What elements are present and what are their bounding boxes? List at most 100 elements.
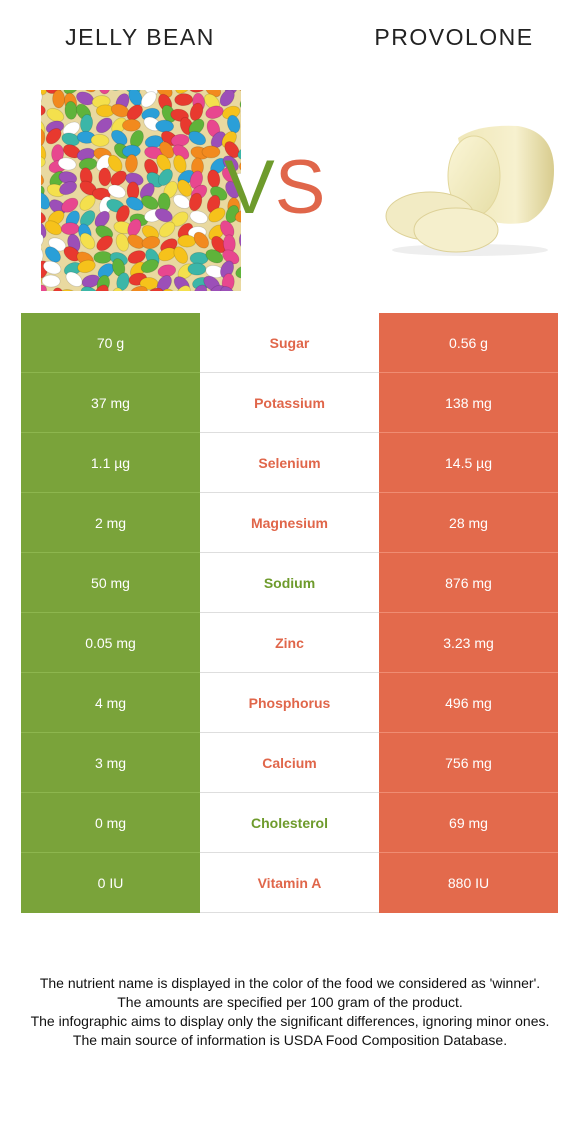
jelly-bean xyxy=(189,170,204,189)
jelly-bean xyxy=(220,286,236,291)
vs-s: S xyxy=(274,145,326,230)
jelly-bean xyxy=(94,210,110,228)
jelly-bean xyxy=(129,285,148,291)
jelly-bean-value: 3 mg xyxy=(21,733,200,793)
provolone-image xyxy=(378,118,558,258)
jelly-bean xyxy=(65,271,83,287)
jelly-bean xyxy=(205,105,224,119)
table-row: 0.05 mg Zinc 3.23 mg xyxy=(21,613,558,673)
jelly-bean xyxy=(238,157,241,172)
jelly-bean xyxy=(220,260,235,279)
jelly-bean xyxy=(157,168,173,186)
jelly-bean xyxy=(125,154,138,173)
jelly-bean-image xyxy=(41,90,241,291)
jelly-bean xyxy=(239,94,241,110)
jelly-bean xyxy=(240,283,241,291)
jelly-bean xyxy=(107,154,123,173)
jelly-bean xyxy=(188,130,207,146)
nutrient-name: Phosphorus xyxy=(200,673,379,733)
jelly-bean xyxy=(111,129,128,146)
jelly-bean xyxy=(41,155,46,169)
jelly-bean xyxy=(187,262,207,276)
jelly-bean xyxy=(52,90,66,109)
jelly-bean xyxy=(141,235,161,249)
jelly-bean xyxy=(175,90,192,94)
jelly-bean-value: 0.05 mg xyxy=(21,613,200,673)
jelly-bean xyxy=(57,157,77,171)
jelly-bean xyxy=(158,221,176,238)
jelly-bean xyxy=(61,197,79,213)
jelly-bean xyxy=(77,259,96,274)
provolone-value: 880 IU xyxy=(379,853,558,913)
jelly-bean xyxy=(41,128,46,147)
jelly-bean xyxy=(110,170,127,187)
jelly-bean xyxy=(224,141,240,159)
jelly-bean xyxy=(79,194,96,211)
nutrient-name: Cholesterol xyxy=(200,793,379,853)
jelly-bean xyxy=(140,259,159,274)
jelly-bean xyxy=(188,90,208,93)
jelly-bean xyxy=(189,210,208,224)
jelly-bean xyxy=(175,285,191,291)
jelly-bean xyxy=(59,181,78,196)
jelly-bean xyxy=(41,221,47,239)
jelly-bean xyxy=(41,274,61,288)
comparison-table: 70 g Sugar 0.56 g 37 mg Potassium 138 mg 1.1 µ… xyxy=(21,313,558,913)
footnote: The nutrient name is displayed in the co… xyxy=(10,974,570,1050)
table-row: 4 mg Phosphorus 496 mg xyxy=(21,673,558,733)
jelly-bean xyxy=(60,222,80,236)
jelly-bean xyxy=(177,234,197,248)
nutrient-name: Sodium xyxy=(200,553,379,613)
jelly-bean xyxy=(188,192,203,212)
jelly-bean-value: 1.1 µg xyxy=(21,433,200,493)
jelly-bean xyxy=(41,233,44,251)
jelly-bean xyxy=(41,170,45,186)
provolone-value: 756 mg xyxy=(379,733,558,793)
jelly-bean-value: 37 mg xyxy=(21,373,200,433)
jelly-bean xyxy=(156,90,173,98)
jelly-bean xyxy=(192,284,208,291)
jelly-bean xyxy=(58,289,78,291)
jelly-bean xyxy=(80,286,99,291)
nutrient-name: Potassium xyxy=(200,373,379,433)
jelly-bean-value: 2 mg xyxy=(21,493,200,553)
vs-label: VS xyxy=(224,138,354,238)
jelly-bean xyxy=(80,90,97,93)
jelly-bean xyxy=(41,103,46,117)
jelly-bean xyxy=(95,225,114,240)
provolone-value: 69 mg xyxy=(379,793,558,853)
jelly-bean xyxy=(208,207,226,223)
jelly-bean-value: 4 mg xyxy=(21,673,200,733)
jelly-bean xyxy=(44,220,63,236)
jelly-bean xyxy=(107,184,126,199)
table-row: 2 mg Magnesium 28 mg xyxy=(21,493,558,553)
jelly-bean-value: 0 IU xyxy=(21,853,200,913)
footnote-line: The amounts are specified per 100 gram o… xyxy=(117,994,463,1010)
provolone-value: 876 mg xyxy=(379,553,558,613)
jelly-bean xyxy=(115,233,130,252)
provolone-value: 28 mg xyxy=(379,493,558,553)
jelly-bean xyxy=(41,90,48,96)
jelly-bean xyxy=(193,231,210,249)
jelly-bean xyxy=(42,260,62,275)
footnote-line: The main source of information is USDA F… xyxy=(72,1032,508,1048)
jelly-bean xyxy=(51,287,65,291)
jelly-bean xyxy=(173,246,189,264)
nutrient-name: Sugar xyxy=(200,313,379,373)
jelly-bean xyxy=(96,154,112,172)
jelly-bean xyxy=(222,155,239,172)
jelly-bean xyxy=(234,209,241,223)
jelly-bean xyxy=(174,93,194,107)
jelly-bean xyxy=(173,154,187,174)
jelly-bean xyxy=(189,102,204,121)
jelly-bean xyxy=(204,90,222,98)
jelly-bean xyxy=(162,288,179,291)
jelly-bean xyxy=(41,192,51,210)
jelly-bean xyxy=(97,90,111,95)
jelly-bean xyxy=(205,249,224,264)
footnote-line: The nutrient name is displayed in the co… xyxy=(39,975,541,991)
jelly-bean xyxy=(110,287,124,291)
jelly-bean xyxy=(234,172,241,189)
table-row: 0 mg Cholesterol 69 mg xyxy=(21,793,558,853)
jelly-bean-value: 0 mg xyxy=(21,793,200,853)
